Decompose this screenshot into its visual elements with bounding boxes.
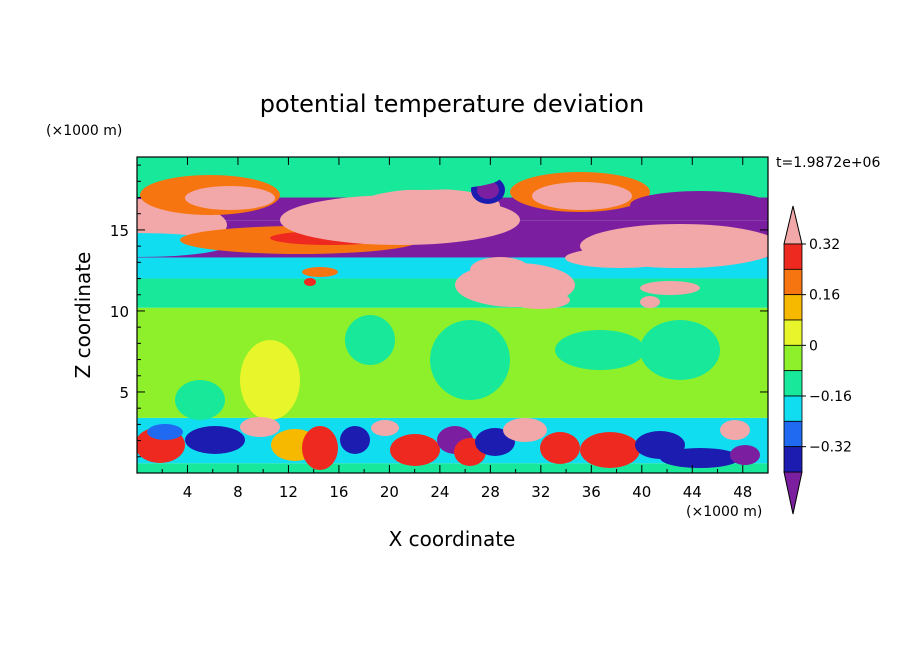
x-tick-label: 20: [380, 483, 399, 501]
anomaly-28: [640, 320, 720, 380]
anomaly-43: [580, 432, 640, 468]
colorbar-tick-label: −0.32: [809, 440, 852, 456]
colorbar-swatch: [783, 344, 803, 372]
anomaly-41: [503, 418, 547, 442]
colorbar-tick-label: 0: [809, 338, 818, 354]
colorbar-swatch: [783, 243, 803, 270]
anomaly-30: [147, 424, 183, 440]
y-unit-label: (×1000 m): [46, 123, 122, 139]
anomaly-14: [565, 248, 675, 268]
anomaly-47: [730, 445, 760, 465]
anomaly-7: [360, 189, 500, 221]
colorbar: 0.32 0.16 0 −0.16 −0.32: [783, 205, 852, 515]
colorbar-tick-label: −0.16: [809, 389, 852, 405]
x-tick-label: 36: [582, 483, 601, 501]
y-axis-label: Z coordinate: [71, 252, 95, 379]
anomaly-21: [302, 267, 338, 277]
anomaly-27: [555, 330, 645, 370]
colorbar-swatch: [783, 370, 803, 397]
plot-anomalies: [137, 166, 768, 470]
colorbar-tick-label: 0.16: [809, 288, 840, 304]
x-tick-label: 8: [233, 483, 243, 501]
x-tick-label: 44: [683, 483, 702, 501]
anomaly-35: [340, 426, 370, 454]
x-tick-label: 16: [329, 483, 348, 501]
x-tick-label: 40: [632, 483, 651, 501]
y-tick-label: 10: [110, 303, 129, 321]
colorbar-swatch: [783, 420, 803, 448]
anomaly-15: [630, 191, 768, 219]
band-0: [137, 463, 768, 473]
anomaly-42: [540, 432, 580, 464]
anomaly-32: [240, 417, 280, 437]
anomaly-20: [640, 296, 660, 308]
time-label: t=1.9872e+06: [776, 155, 880, 171]
anomaly-18: [510, 291, 570, 309]
plot-frame: [136, 156, 769, 474]
x-tick-label: 4: [183, 483, 193, 501]
anomaly-31: [185, 426, 245, 454]
x-tick-label: 12: [279, 483, 298, 501]
x-tick-label: 28: [481, 483, 500, 501]
anomaly-46: [720, 420, 750, 440]
anomaly-9: [477, 181, 499, 199]
anomaly-34: [302, 426, 338, 470]
colorbar-swatch: [783, 395, 803, 422]
colorbar-swatch: [783, 319, 803, 346]
anomaly-40: [475, 428, 515, 456]
anomaly-12: [532, 182, 632, 210]
colorbar-tick-label: 0.32: [809, 237, 840, 253]
anomaly-26: [430, 320, 510, 400]
anomaly-3: [185, 186, 275, 210]
colorbar-swatch: [783, 446, 803, 473]
anomaly-22: [304, 278, 316, 286]
colorbar-arrow-top: [783, 205, 803, 245]
x-tick-label: 48: [733, 483, 752, 501]
y-axis: 5 10 15: [110, 164, 768, 458]
chart-title: potential temperature deviation: [260, 90, 644, 118]
anomaly-23: [240, 340, 300, 420]
anomaly-25: [345, 315, 395, 365]
x-unit-label: (×1000 m): [686, 504, 762, 520]
x-tick-label: 24: [430, 483, 449, 501]
anomaly-36: [371, 420, 399, 436]
x-tick-label: 32: [531, 483, 550, 501]
anomaly-37: [390, 434, 440, 466]
anomaly-10: [340, 166, 500, 190]
x-axis-label: X coordinate: [389, 527, 516, 551]
y-tick-label: 5: [119, 384, 129, 402]
colorbar-swatch: [783, 294, 803, 321]
anomaly-24: [175, 380, 225, 420]
colorbar-arrow-bottom: [783, 471, 803, 515]
x-axis: 4 8 12 16 20 24 28 32 36 40 44 48: [161, 157, 769, 501]
anomaly-45: [660, 448, 740, 468]
anomaly-17: [470, 257, 530, 283]
colorbar-swatch: [783, 268, 803, 296]
anomaly-19: [640, 281, 700, 295]
y-tick-label: 15: [110, 222, 129, 240]
